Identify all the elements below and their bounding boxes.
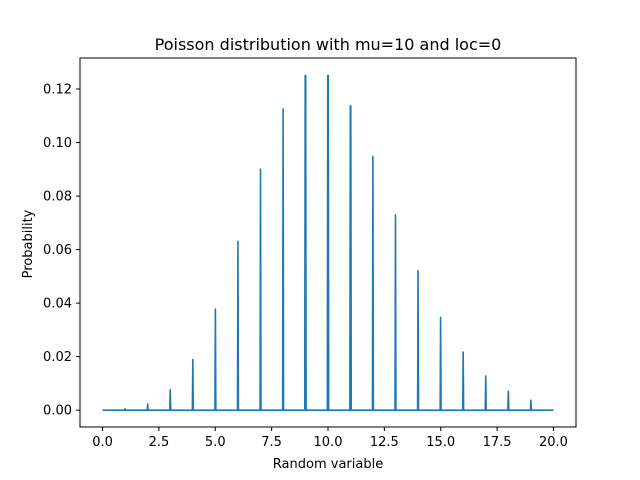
x-tick-label: 7.5 bbox=[261, 435, 282, 450]
chart-title: Poisson distribution with mu=10 and loc=… bbox=[155, 35, 502, 54]
x-tick-label: 5.0 bbox=[205, 435, 226, 450]
y-tick-label: 0.08 bbox=[43, 190, 72, 205]
y-tick-label: 0.04 bbox=[43, 297, 72, 312]
x-tick-label: 12.5 bbox=[370, 435, 399, 450]
pmf-series-line bbox=[102, 74, 554, 411]
x-tick-label: 20.0 bbox=[539, 435, 568, 450]
x-axis-ticks: 0.0 2.5 5.0 7.5 10.0 12.5 15.0 17.5 20.0 bbox=[92, 427, 568, 450]
y-tick-label: 0.10 bbox=[43, 136, 72, 151]
plot-area bbox=[102, 74, 554, 411]
y-tick-label: 0.00 bbox=[43, 404, 72, 419]
x-tick-label: 10.0 bbox=[314, 435, 343, 450]
y-tick-label: 0.12 bbox=[43, 83, 72, 98]
x-axis-label: Random variable bbox=[273, 457, 383, 472]
y-tick-label: 0.06 bbox=[43, 243, 72, 258]
x-tick-label: 17.5 bbox=[483, 435, 512, 450]
x-tick-label: 2.5 bbox=[149, 435, 170, 450]
y-tick-label: 0.02 bbox=[43, 350, 72, 365]
x-tick-label: 0.0 bbox=[92, 435, 113, 450]
x-tick-label: 15.0 bbox=[426, 435, 455, 450]
y-axis-label: Probability bbox=[21, 209, 36, 278]
y-axis-ticks: 0.00 0.02 0.04 0.06 0.08 0.10 0.12 bbox=[43, 83, 80, 419]
plot-frame bbox=[79, 57, 577, 428]
